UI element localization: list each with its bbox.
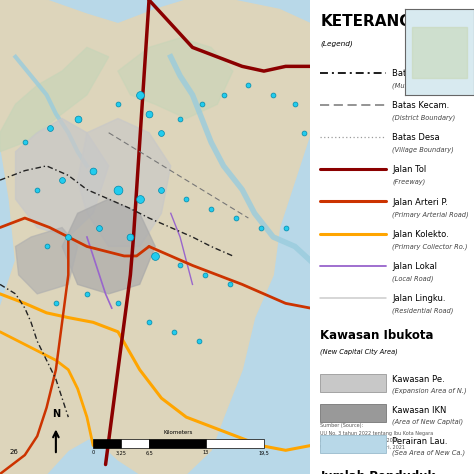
Text: Sumber (Source):
UU No. 3 tahun 2022 tentang Ibu Kota Negara
Rupa Bumi Indonesia: Sumber (Source): UU No. 3 tahun 2022 ten… <box>320 423 434 450</box>
Text: (New Capital City Area): (New Capital City Area) <box>320 349 398 356</box>
Bar <box>206 439 264 448</box>
Polygon shape <box>0 0 310 474</box>
Text: Batas Kecam.: Batas Kecam. <box>392 101 449 110</box>
Text: (Primary Collector Ro.): (Primary Collector Ro.) <box>392 243 468 250</box>
Bar <box>320 374 386 392</box>
Text: Kawasan Pe.: Kawasan Pe. <box>392 375 445 384</box>
Text: Batas Kabup.: Batas Kabup. <box>392 69 448 78</box>
Text: KETERANGAN: KETERANGAN <box>320 14 437 29</box>
Text: Batas Desa: Batas Desa <box>392 133 440 142</box>
Text: 6,5: 6,5 <box>146 450 154 456</box>
Bar <box>412 27 467 78</box>
Text: Jalan Tol: Jalan Tol <box>392 165 427 174</box>
Polygon shape <box>62 199 155 294</box>
Text: (Primary Arterial Road): (Primary Arterial Road) <box>392 211 469 218</box>
Bar <box>93 439 121 448</box>
Bar <box>121 439 149 448</box>
Polygon shape <box>78 118 171 246</box>
Text: 3,25: 3,25 <box>116 450 127 456</box>
Text: Kawasan IKN: Kawasan IKN <box>392 406 447 415</box>
Text: Jalan Arteri P.: Jalan Arteri P. <box>392 198 448 207</box>
Polygon shape <box>16 118 109 237</box>
Text: 13: 13 <box>203 450 209 456</box>
Text: (Legend): (Legend) <box>320 40 353 47</box>
Text: (Sea Area of New Ca.): (Sea Area of New Ca.) <box>392 449 465 456</box>
Text: (Expansion Area of N.): (Expansion Area of N.) <box>392 388 467 394</box>
Text: Perairan Lau.: Perairan Lau. <box>392 437 448 446</box>
Text: (Freeway): (Freeway) <box>392 179 426 185</box>
Polygon shape <box>202 275 310 474</box>
Text: 0: 0 <box>91 450 95 456</box>
Text: 26: 26 <box>9 449 18 455</box>
Bar <box>320 404 386 422</box>
Text: (Area of New Capital): (Area of New Capital) <box>392 419 464 425</box>
Text: Jumlah Penduduk: Jumlah Penduduk <box>320 470 436 474</box>
Text: (Residential Road): (Residential Road) <box>392 308 454 314</box>
Text: Kilometers: Kilometers <box>164 429 193 435</box>
Bar <box>149 439 206 448</box>
Text: Jalan Kolekto.: Jalan Kolekto. <box>392 230 449 239</box>
Polygon shape <box>0 47 109 152</box>
Text: (Local Road): (Local Road) <box>392 275 434 282</box>
Text: Kawasan Ibukota: Kawasan Ibukota <box>320 329 434 342</box>
Bar <box>320 435 386 453</box>
Text: Jalan Lingku.: Jalan Lingku. <box>392 294 446 303</box>
Text: 19,5: 19,5 <box>258 450 269 456</box>
Text: (Municipal Boundary): (Municipal Boundary) <box>392 82 463 89</box>
Text: Jalan Lokal: Jalan Lokal <box>392 262 437 271</box>
Polygon shape <box>16 228 78 294</box>
Text: (District Boundary): (District Boundary) <box>392 114 456 121</box>
Polygon shape <box>118 38 233 118</box>
Text: N: N <box>52 410 60 419</box>
Text: (Village Boundary): (Village Boundary) <box>392 146 454 153</box>
